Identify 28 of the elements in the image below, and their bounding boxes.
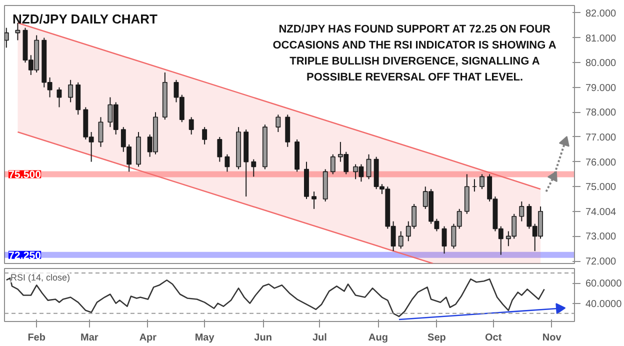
x-tick-label: May	[194, 332, 215, 344]
y-tick-label: 77.000	[586, 132, 617, 144]
text: NZD/JPY DAILY CHART	[12, 12, 158, 26]
y-tick-label: 78.000	[586, 108, 617, 119]
x-tick-label: Mar	[80, 332, 98, 344]
annotation: RSI (14, close)	[10, 272, 70, 282]
y-tick-label: 81.000	[586, 33, 617, 44]
x-tick-label: Oct	[485, 332, 502, 344]
y-tick-label: 82.000	[586, 8, 617, 20]
y-tick-label: 76.000	[586, 157, 617, 168]
x-tick-label: Sep	[428, 332, 446, 344]
y-tick-label: 79.000	[586, 82, 617, 94]
y-tick-label: 73.000	[586, 232, 617, 243]
x-tick-label: Jun	[254, 332, 272, 344]
y-tick-label: 40.0000	[586, 298, 622, 310]
x-tick-label: Aug	[368, 332, 388, 344]
ref-line-label: 75.500	[8, 169, 42, 182]
annotation: NZD/JPY HAS FOUND SUPPORT AT 72.25 ON FOUR OCCASIONS AND THE RSI INDICATOR IS SHOWING A TRIPLE BULLISH DIVERGENCE, SIGNALLING A POSSIBLE REVERSAL OFF THAT LEVEL.	[272, 24, 556, 84]
x-tick-label: Nov	[542, 332, 562, 344]
y-tick-label: 60.0000	[586, 278, 622, 290]
x-tick-label: Feb	[28, 332, 46, 344]
x-tick-label: Jul	[312, 332, 328, 344]
y-tick-label: 74.004	[586, 206, 617, 218]
y-tick-label: 72.000	[586, 256, 617, 268]
y-tick-label: 80.000	[586, 58, 617, 70]
ref-line-label: 72.250	[8, 250, 42, 262]
y-tick-label: 75.000	[586, 182, 617, 194]
x-tick-label: Apr	[139, 332, 157, 344]
